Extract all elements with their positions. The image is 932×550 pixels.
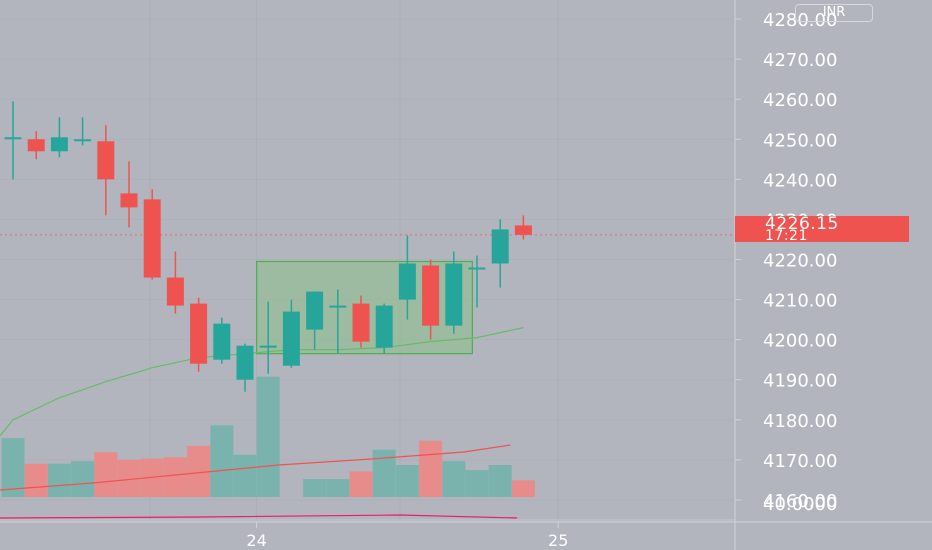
- price-axis-label: 4190.00: [763, 371, 837, 392]
- volume-bar: [395, 465, 419, 497]
- price-axis-label: 4260.00: [763, 90, 837, 111]
- candle-body[interactable]: [491, 229, 509, 264]
- countdown-label: 17:21: [765, 228, 808, 244]
- time-axis-label: 24: [246, 531, 266, 550]
- volume-bar: [94, 452, 118, 497]
- candle-body[interactable]: [375, 305, 393, 348]
- volume-bar: [442, 461, 466, 497]
- candle-body[interactable]: [74, 139, 92, 142]
- volume-bar: [210, 425, 234, 497]
- candle-body[interactable]: [282, 311, 300, 366]
- candle-body[interactable]: [468, 267, 486, 270]
- last-price-tag: 4226.15 17:21: [735, 214, 909, 244]
- candle-body[interactable]: [306, 291, 324, 330]
- candle-body[interactable]: [143, 199, 161, 278]
- volume-bar: [47, 463, 71, 497]
- candle-body[interactable]: [422, 265, 440, 326]
- candle-body[interactable]: [352, 303, 370, 342]
- candle-body[interactable]: [166, 277, 184, 306]
- candle-body[interactable]: [213, 323, 231, 360]
- price-axis-label: 4200.00: [763, 331, 837, 352]
- volume-bar: [326, 479, 350, 497]
- candle-body[interactable]: [50, 137, 68, 152]
- currency-badge[interactable]: INR: [795, 4, 873, 22]
- candle-body[interactable]: [329, 305, 347, 308]
- volume-bar: [117, 459, 141, 497]
- price-axis-label: 4240.00: [763, 170, 837, 191]
- last-price-label: 4226.15: [765, 214, 839, 234]
- price-axis-label: 4180.00: [763, 411, 837, 432]
- volume-bar: [488, 465, 512, 497]
- price-axis-label: 4160.00: [763, 491, 837, 512]
- candle-body[interactable]: [97, 141, 115, 180]
- price-axis-bg: [735, 0, 932, 550]
- indicator-value-label: 40.0000: [763, 494, 837, 515]
- volume-bar: [187, 445, 211, 497]
- price-axis-label: 4170.00: [763, 451, 837, 472]
- time-axis-label: 25: [548, 531, 568, 550]
- volume-bar: [511, 480, 535, 497]
- volume-bar: [71, 461, 95, 497]
- volume-bar: [24, 463, 48, 497]
- volume-bar: [256, 376, 280, 497]
- volume-bar: [349, 471, 373, 497]
- volume-bar: [465, 470, 489, 497]
- candle-body[interactable]: [445, 263, 463, 326]
- candle-body[interactable]: [27, 139, 45, 152]
- volume-bar: [233, 454, 257, 497]
- candle-body[interactable]: [514, 225, 532, 235]
- volume-bar: [1, 438, 25, 497]
- volume-bar: [163, 457, 187, 497]
- price-axis-label: 4210.00: [763, 291, 837, 312]
- candle-body[interactable]: [398, 263, 416, 300]
- candle-body[interactable]: [236, 345, 254, 380]
- price-axis-label: 4280.00: [763, 10, 837, 31]
- candle-body[interactable]: [4, 137, 22, 140]
- price-axis-label: 4220.00: [763, 250, 837, 271]
- volume-bar: [419, 440, 443, 497]
- volume-bar: [303, 479, 327, 497]
- price-axis-label: 4250.00: [763, 130, 837, 151]
- candle-body[interactable]: [120, 193, 138, 208]
- indicator-line: [0, 514, 518, 519]
- price-axis-label: 4270.00: [763, 50, 837, 71]
- volume-bar: [372, 449, 396, 497]
- candle-body[interactable]: [259, 345, 277, 348]
- candle-body[interactable]: [190, 303, 208, 364]
- volume-average-line: [0, 444, 511, 491]
